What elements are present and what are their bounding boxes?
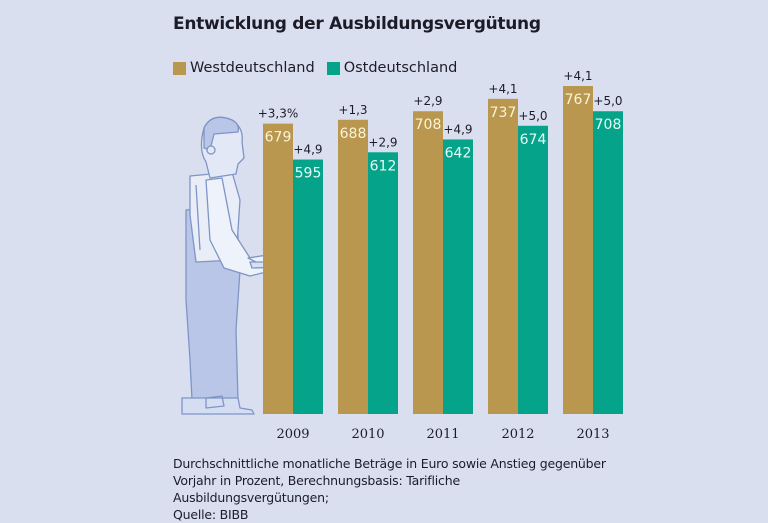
legend-label-east: Ostdeutschland xyxy=(343,60,458,76)
value-label-west-2011: 708 xyxy=(415,117,442,133)
chart-area: 679 +3,3% 595 +4,9 2009 688 +1,3 612 +2,9 2010 708… xyxy=(181,69,623,442)
legend: Westdeutschland Ostdeutschland xyxy=(173,60,469,76)
bar-west-2009 xyxy=(263,123,293,415)
change-label-west-2010: +1,3 xyxy=(338,103,367,117)
change-label-east-2009: +4,9 xyxy=(293,143,322,157)
note-line-1: Durchschnittliche monatliche Beträge in … xyxy=(173,456,606,471)
chart-note: Durchschnittliche monatliche Beträge in … xyxy=(173,455,613,523)
bar-west-2013 xyxy=(563,86,593,414)
change-label-east-2010: +2,9 xyxy=(368,135,397,149)
change-label-east-2011: +4,9 xyxy=(443,122,472,136)
change-label-west-2011: +2,9 xyxy=(413,94,442,108)
value-label-west-2013: 767 xyxy=(565,92,592,108)
value-label-east-2009: 595 xyxy=(295,166,322,182)
bar-east-2012 xyxy=(518,125,548,414)
x-tick-2013: 2013 xyxy=(576,427,609,442)
value-label-west-2010: 688 xyxy=(340,126,367,142)
note-line-3: Quelle: BIBB xyxy=(173,507,249,522)
bar-west-2012 xyxy=(488,98,518,414)
change-label-west-2013: +4,1 xyxy=(563,69,592,83)
x-tick-2012: 2012 xyxy=(501,427,534,442)
change-label-east-2012: +5,0 xyxy=(518,109,547,123)
legend-label-west: Westdeutschland xyxy=(190,60,315,76)
change-label-west-2012: +4,1 xyxy=(488,82,517,96)
legend-item-east: Ostdeutschland xyxy=(326,60,458,76)
x-tick-2011: 2011 xyxy=(426,427,459,442)
value-label-west-2012: 737 xyxy=(490,105,517,121)
bar-west-2010 xyxy=(338,119,368,414)
value-label-west-2009: 679 xyxy=(265,130,292,146)
note-line-2: Vorjahr in Prozent, Berechnungsbasis: Ta… xyxy=(173,473,460,505)
x-tick-2009: 2009 xyxy=(276,427,309,442)
change-label-east-2013: +5,0 xyxy=(593,94,622,108)
chart-title: Entwicklung der Ausbildungsvergütung xyxy=(173,14,541,34)
value-label-east-2010: 612 xyxy=(370,158,397,174)
legend-swatch-east xyxy=(326,61,340,75)
value-label-east-2013: 708 xyxy=(595,117,622,133)
bar-east-2011 xyxy=(443,139,473,414)
value-label-east-2012: 674 xyxy=(520,132,547,148)
bar-east-2009 xyxy=(293,159,323,414)
x-tick-2010: 2010 xyxy=(351,427,384,442)
bar-east-2010 xyxy=(368,152,398,414)
change-label-west-2009: +3,3% xyxy=(258,107,299,121)
legend-item-west: Westdeutschland xyxy=(173,60,315,76)
legend-swatch-west xyxy=(173,61,186,75)
bar-east-2013 xyxy=(593,111,623,414)
value-label-east-2011: 642 xyxy=(445,145,472,161)
bar-west-2011 xyxy=(413,111,443,414)
